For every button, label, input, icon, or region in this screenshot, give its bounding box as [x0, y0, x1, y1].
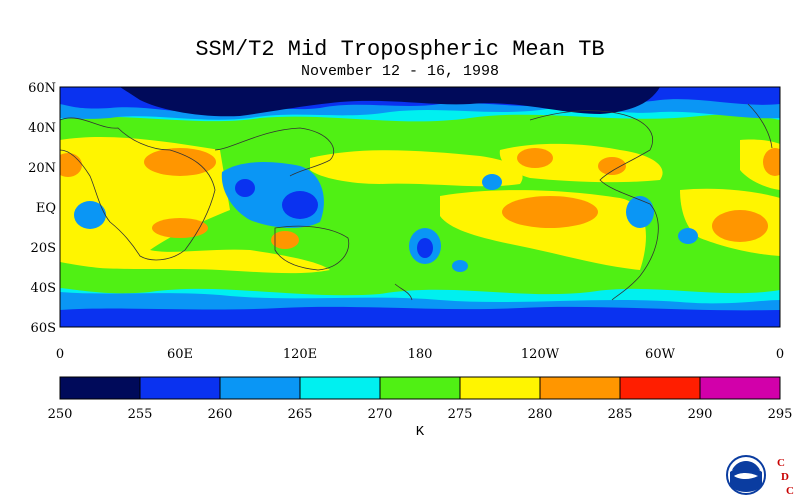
cool-amazon [626, 196, 654, 228]
hotter-central-america [517, 148, 553, 168]
latitude-label: 60N [28, 81, 56, 96]
hotter-east-atlantic [763, 148, 780, 176]
colorbar-tick-label: 270 [368, 407, 393, 422]
colorbar-swatch [379, 376, 461, 400]
colorbar-tick-label: 290 [688, 407, 713, 422]
hotter-caribbean [598, 157, 626, 175]
map-frame [59, 86, 781, 328]
colorbar-swatch [219, 376, 301, 400]
colorbar-tick-label: 260 [208, 407, 233, 422]
latitude-label: EQ [36, 201, 56, 216]
latitude-axis: 60N 40N 20N EQ 20S 40S 60S [28, 81, 56, 336]
cool-indian [74, 201, 106, 229]
latitude-label: 40N [28, 121, 56, 136]
hotter-south-africa [152, 218, 208, 238]
colorbar-tick-labels: 250 255 260 265 270 275 280 285 290 295 [48, 407, 793, 422]
colorbar-tick-label: 275 [448, 407, 473, 422]
latitude-label: 20S [31, 241, 56, 256]
coastlines [60, 103, 773, 301]
colorbar-tick-label: 255 [128, 407, 153, 422]
colorbar-tick-label: 295 [768, 407, 793, 422]
latitude-label: 40S [31, 281, 56, 296]
hotter-atlantic [712, 210, 768, 242]
longitude-label: 0 [56, 347, 64, 362]
longitude-label: 0 [776, 347, 784, 362]
longitude-label: 60W [645, 347, 676, 362]
hotter-arabia-west [60, 153, 82, 177]
colorbar-tick-label: 280 [528, 407, 553, 422]
cold-core-indonesia [282, 191, 318, 219]
longitude-axis: 0 60E 120E 180 120W 60W 0 [56, 347, 784, 362]
longitude-label: 180 [408, 347, 433, 362]
colorbar-swatch [459, 376, 541, 400]
map-title: SSM/T2 Mid Tropospheric Mean TB [195, 37, 605, 62]
noaa-cdc-logo: C D C [726, 455, 794, 497]
longitude-label: 120W [521, 347, 560, 362]
longitude-label: 60E [167, 347, 193, 362]
noaa-logo-sea [730, 466, 762, 492]
map-subtitle: November 12 - 16, 1998 [300, 63, 500, 80]
temperature-field [60, 87, 780, 327]
colorbar-swatch [539, 376, 621, 400]
hotter-australia [271, 231, 299, 249]
cdc-letter-c1: C [777, 457, 785, 469]
colorbar-tick-label: 250 [48, 407, 73, 422]
colorbar-swatch [619, 376, 701, 400]
cold-core-pacific [417, 238, 433, 258]
cool-south-atlantic [678, 228, 698, 244]
colorbar-unit-label: K [415, 424, 425, 440]
colorbar-swatch [59, 376, 141, 400]
latitude-label: 60S [31, 321, 56, 336]
hotter-south-pacific [502, 196, 598, 228]
colorbar-tick-label: 265 [288, 407, 313, 422]
cdc-letter-d: D [781, 471, 789, 483]
colorbar-swatch [699, 376, 781, 400]
hot-band-pacific [310, 150, 523, 187]
latitude-label: 20N [28, 161, 56, 176]
noaa-logo-gull [734, 473, 758, 479]
hotter-africa [144, 148, 216, 176]
noaa-logo-sky [732, 461, 760, 470]
cdc-letter-c2: C [786, 485, 794, 497]
cool-pacific-north [482, 174, 502, 190]
colorbar [59, 376, 781, 400]
colorbar-tick-label: 285 [608, 407, 633, 422]
cool-tasman [452, 260, 468, 272]
longitude-label: 120E [283, 347, 317, 362]
north-cold-deep [120, 87, 660, 117]
colorbar-swatch [139, 376, 221, 400]
colorbar-swatch [299, 376, 381, 400]
south-cold [60, 306, 780, 327]
cold-core-borneo [235, 179, 255, 197]
